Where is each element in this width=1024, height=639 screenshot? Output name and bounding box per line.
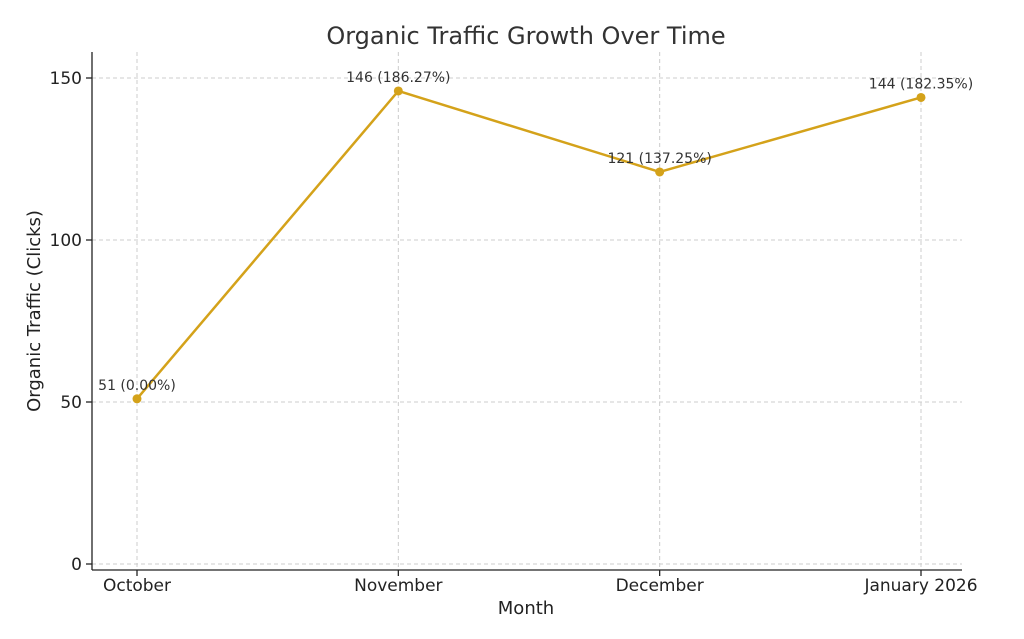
x-ticks: October November December January 2026 (103, 570, 978, 596)
data-point (393, 86, 403, 96)
data-label: 121 (137.25%) (607, 151, 711, 167)
y-axis-label: Organic Traffic (Clicks) (24, 210, 45, 412)
data-point (132, 394, 142, 404)
y-tick-label: 100 (50, 231, 82, 251)
y-tick-label: 150 (50, 69, 82, 89)
x-axis-label: Month (498, 598, 554, 619)
series (132, 86, 926, 404)
x-tick-label: November (354, 576, 442, 596)
y-ticks: 0 50 100 150 (50, 69, 92, 575)
y-tick-label: 0 (71, 555, 82, 575)
data-point (916, 92, 926, 102)
x-tick-label: October (103, 576, 171, 596)
data-label: 144 (182.35%) (869, 76, 973, 92)
data-labels: 51 (0.00%) 146 (186.27%) 121 (137.25%) 144 … (98, 70, 973, 394)
series-line (136, 89, 922, 400)
grid (92, 52, 962, 570)
data-label: 146 (186.27%) (346, 70, 450, 86)
data-label: 51 (0.00%) (98, 378, 176, 394)
chart-title: Organic Traffic Growth Over Time (326, 22, 725, 50)
x-tick-label: December (616, 576, 704, 596)
y-tick-label: 50 (60, 393, 82, 413)
x-tick-label: January 2026 (863, 576, 977, 596)
data-point (655, 167, 665, 177)
